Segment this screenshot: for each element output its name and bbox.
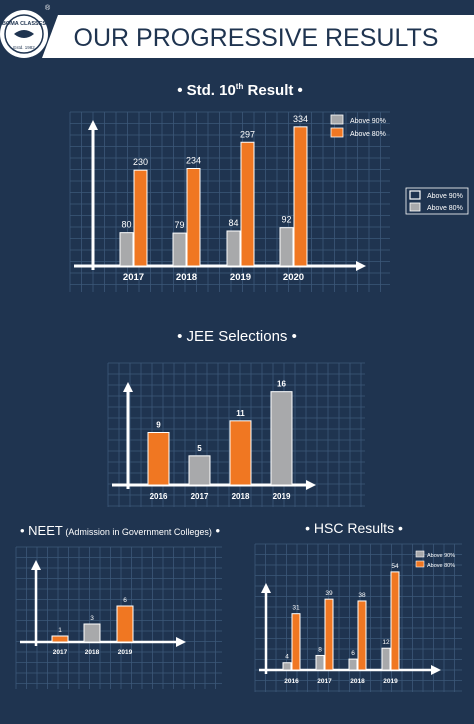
hsc-legend-label-above80: Above 80% bbox=[427, 563, 455, 569]
neet-x-tick-label: 2019 bbox=[118, 649, 133, 656]
logo: BOMA CLASSES Estd. 1982 ® bbox=[0, 4, 51, 58]
std10-value-label-above80: 297 bbox=[240, 129, 255, 139]
std10-x-tick-label: 2019 bbox=[230, 272, 251, 283]
std10-x-tick-label: 2018 bbox=[176, 272, 197, 283]
std10-legend-label-above80: Above 80% bbox=[350, 131, 386, 138]
std10-bar-above90 bbox=[172, 232, 187, 267]
std10-value-label-above90: 80 bbox=[121, 220, 131, 230]
hsc-value-label-above80: 54 bbox=[391, 563, 399, 570]
std10-value-label-above80: 230 bbox=[133, 157, 148, 167]
std10-legend-swatch-above80 bbox=[330, 127, 344, 138]
neet-value-label: 6 bbox=[123, 597, 127, 604]
std10-bar-above90 bbox=[279, 227, 294, 267]
hsc-value-label-above80: 38 bbox=[358, 592, 366, 599]
jee-bar bbox=[270, 391, 293, 486]
neet-bar bbox=[116, 605, 134, 643]
hsc-value-label-above90: 4 bbox=[285, 654, 289, 661]
std10-bar-above90 bbox=[119, 232, 134, 267]
jee-x-tick-label: 2016 bbox=[150, 492, 168, 501]
std10-bar-above80 bbox=[293, 126, 308, 267]
std10-bar-above80 bbox=[133, 169, 148, 267]
side-legend-swatch-2 bbox=[409, 202, 421, 212]
jee-x-tick-label: 2018 bbox=[232, 492, 250, 501]
std10-x-tick-label: 2020 bbox=[283, 272, 304, 283]
jee-x-tick-label: 2019 bbox=[273, 492, 291, 501]
hsc-title: • HSC Results • bbox=[305, 520, 403, 536]
hsc-value-label-above80: 39 bbox=[325, 590, 333, 597]
hsc-value-label-above90: 8 bbox=[318, 646, 322, 653]
hsc-x-tick-label: 2016 bbox=[284, 678, 299, 685]
hsc-legend-swatch-above90 bbox=[415, 550, 425, 558]
neet-x-tick-label: 2017 bbox=[53, 649, 68, 656]
hsc-bar-above90 bbox=[348, 658, 358, 671]
jee-x-tick-label: 2017 bbox=[191, 492, 209, 501]
std10-value-label-above80: 334 bbox=[293, 114, 308, 124]
hsc-bar-above90 bbox=[315, 654, 325, 671]
std10-x-axis-arrow-icon bbox=[356, 261, 366, 271]
hsc-value-label-above90: 6 bbox=[351, 650, 355, 657]
std10-bar-above80 bbox=[186, 168, 201, 267]
hsc-x-axis-arrow-icon bbox=[431, 665, 441, 675]
neet-y-axis-arrow-icon bbox=[31, 560, 41, 570]
jee-value-label: 9 bbox=[156, 421, 161, 430]
logo-ring-icon bbox=[4, 14, 44, 54]
jee-value-label: 16 bbox=[277, 380, 286, 389]
std10-value-label-above80: 234 bbox=[186, 156, 201, 166]
hsc-bar-above80 bbox=[357, 600, 367, 671]
hsc-bar-above90 bbox=[282, 662, 292, 671]
side-legend-swatch-1 bbox=[409, 190, 421, 200]
hsc-x-tick-label: 2017 bbox=[317, 678, 332, 685]
hsc-legend-swatch-above80 bbox=[415, 560, 425, 568]
jee-bar bbox=[188, 455, 211, 486]
neet-title: • NEET (Admission in Government Colleges… bbox=[20, 523, 221, 538]
logo-emblem-icon bbox=[14, 30, 34, 38]
std10-bar-above80 bbox=[240, 141, 255, 267]
jee-value-label: 11 bbox=[236, 409, 245, 418]
header: OUR PROGRESSIVE RESULTS BOMA CLASSES Est… bbox=[0, 4, 474, 58]
jee-x-axis-arrow-icon bbox=[306, 480, 316, 490]
neet-x-tick-label: 2018 bbox=[85, 649, 100, 656]
side-legend-label-2: Above 80% bbox=[427, 205, 463, 212]
std10-value-label-above90: 92 bbox=[281, 215, 291, 225]
hsc-bar-above90 bbox=[381, 647, 391, 671]
jee-bar bbox=[147, 432, 170, 486]
hsc-legend-label-above90: Above 90% bbox=[427, 553, 455, 559]
hsc-y-axis-arrow-icon bbox=[261, 583, 271, 593]
jee-value-label: 5 bbox=[197, 444, 202, 453]
neet-bar bbox=[51, 635, 69, 643]
neet-x-axis-arrow-icon bbox=[176, 637, 186, 647]
logo-name: BOMA CLASSES bbox=[2, 21, 46, 27]
hsc-value-label-above90: 12 bbox=[382, 639, 390, 646]
side-legend-label-1: Above 90% bbox=[427, 193, 463, 200]
std10-legend-label-above90: Above 90% bbox=[350, 118, 386, 125]
std10-title: • Std. 10th Result • bbox=[177, 82, 303, 99]
std10-legend-swatch-above90 bbox=[330, 114, 344, 125]
neet-value-label: 3 bbox=[90, 615, 94, 622]
hsc-value-label-above80: 31 bbox=[292, 605, 300, 612]
title-banner bbox=[42, 15, 474, 58]
hsc-bar-above80 bbox=[324, 598, 334, 671]
std10-value-label-above90: 79 bbox=[174, 220, 184, 230]
jee-title: • JEE Selections • bbox=[177, 328, 297, 345]
std10-bar-above90 bbox=[226, 230, 241, 267]
jee-y-axis-arrow-icon bbox=[123, 382, 133, 392]
neet-bar bbox=[83, 623, 101, 643]
page-title: OUR PROGRESSIVE RESULTS bbox=[74, 24, 439, 52]
hsc-bar-above80 bbox=[291, 613, 301, 671]
std10-y-axis-arrow-icon bbox=[88, 120, 98, 130]
hsc-x-tick-label: 2018 bbox=[350, 678, 365, 685]
neet-value-label: 1 bbox=[58, 627, 62, 634]
std10-value-label-above90: 84 bbox=[228, 218, 238, 228]
logo-est: Estd. 1982 bbox=[13, 45, 35, 50]
hsc-bar-above80 bbox=[390, 571, 400, 671]
std10-x-tick-label: 2017 bbox=[123, 272, 144, 283]
hsc-x-tick-label: 2019 bbox=[383, 678, 398, 685]
registered-mark: ® bbox=[45, 4, 51, 12]
jee-bar bbox=[229, 420, 252, 486]
